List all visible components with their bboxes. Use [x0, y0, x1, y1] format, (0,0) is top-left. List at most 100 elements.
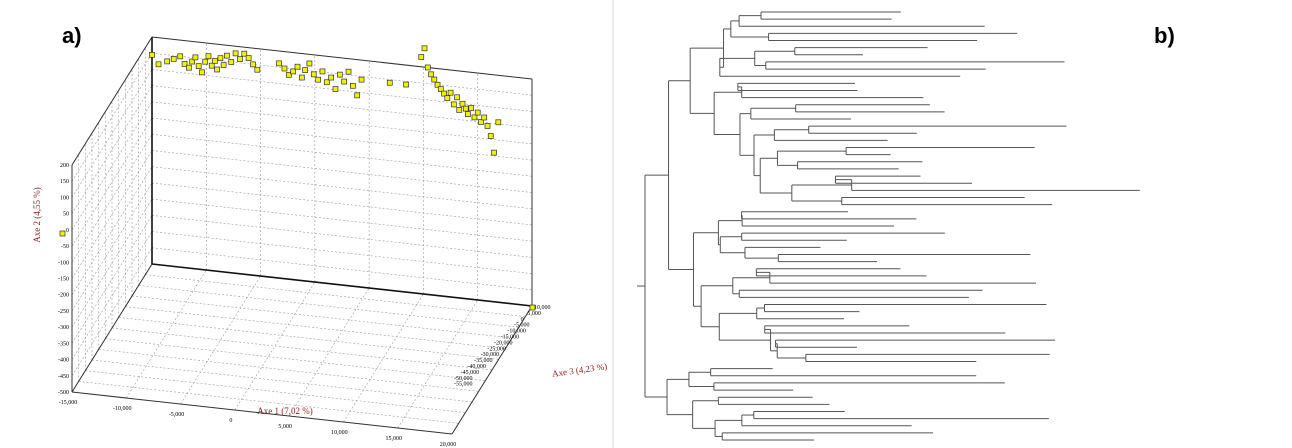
scatter-point	[495, 119, 502, 126]
scatter-point	[447, 89, 454, 96]
scatter-point	[224, 52, 230, 59]
scatter-point	[189, 58, 196, 65]
scatter-points	[59, 45, 536, 311]
x-tick-label: 0	[229, 418, 232, 424]
scatter-point	[468, 105, 475, 111]
z-tick-label: -5,000	[514, 323, 530, 329]
scatter-point	[212, 57, 218, 64]
y-tick-label: 50	[63, 212, 69, 218]
scatter-point	[306, 60, 313, 67]
scatter-point	[431, 76, 438, 83]
left-wall-gridline	[71, 101, 153, 231]
scatter-point	[181, 61, 188, 67]
scatter-point	[254, 66, 261, 73]
y-tick-label: -450	[58, 374, 69, 380]
scatter-point	[474, 109, 481, 116]
y-tick-label: -100	[58, 260, 69, 266]
z-tick-label: -15,000	[501, 335, 519, 341]
scatter-point	[434, 81, 441, 88]
scatter-point	[421, 45, 428, 52]
floor-gridline	[397, 299, 478, 429]
y-tick-label: 200	[60, 163, 69, 169]
z-tick-label: -20,000	[494, 340, 513, 346]
y-tick-label: 150	[60, 179, 69, 185]
scatter-point	[208, 62, 215, 69]
scatter-point	[332, 86, 339, 92]
y-tick-label: -150	[58, 277, 69, 283]
x-axis-title: Axe 1 (7,02 %)	[257, 406, 313, 416]
scatter-point	[345, 68, 352, 75]
scatter-point	[285, 71, 292, 78]
scatter-point	[186, 64, 192, 71]
scatter-point	[487, 133, 494, 139]
floor-gridline	[126, 269, 207, 399]
scatter-point	[444, 95, 451, 102]
scatter-tick-labels: 200 150 100 50 0 -50 -100 -150 -200 -250 -300 -350 -…	[58, 163, 551, 448]
panel-b-label: b)	[1154, 23, 1175, 48]
x-tick-label: 10,000	[331, 430, 348, 436]
floor-gridline	[234, 281, 316, 411]
x-tick-label: -5,000	[169, 412, 185, 418]
z-tick-label: -35,000	[474, 358, 493, 364]
z-tick-label: -40,000	[467, 364, 486, 370]
scatter-point	[471, 114, 478, 121]
y-tick-label: -350	[58, 341, 69, 347]
scatter-point	[290, 68, 296, 75]
scatter-point	[341, 78, 348, 85]
scatter-point	[336, 71, 343, 78]
scatter-point	[328, 74, 334, 81]
scatter-point	[403, 81, 409, 88]
y-tick-label: 0	[66, 228, 69, 234]
z-tick-label: -10,000	[507, 329, 526, 335]
scatter-point	[281, 65, 288, 72]
y-tick-label: 100	[60, 195, 69, 201]
scatter-point	[478, 119, 484, 125]
back-wall-edge	[151, 263, 533, 307]
y-tick-label: -250	[58, 309, 69, 315]
panel-b-dendrogram: b)	[637, 11, 1175, 441]
scatter-point	[319, 68, 326, 75]
z-tick-label: -25,000	[487, 346, 506, 352]
z-tick-label: 0	[521, 317, 524, 323]
scatter-point	[465, 111, 471, 117]
panel-a-label: a)	[62, 23, 82, 48]
x-tick-label: -10,000	[113, 406, 132, 412]
floor-gridline	[288, 287, 370, 417]
scatter-point	[232, 50, 239, 57]
scatter-point	[491, 149, 497, 156]
scatter-point	[202, 58, 209, 65]
scatter-point	[450, 101, 457, 108]
left-wall-gridline	[71, 69, 153, 198]
scatter-point	[245, 55, 252, 61]
scatter-point	[481, 114, 488, 121]
scatter-point	[354, 92, 361, 99]
scatter-axes-frame	[71, 36, 533, 435]
scatter-point	[310, 71, 317, 78]
z-tick-label: -55,000	[454, 382, 473, 388]
scatter-point	[241, 50, 248, 57]
scatter-point	[199, 69, 205, 76]
scatter-point	[358, 76, 365, 83]
scatter-point	[192, 54, 199, 61]
scatter-point-outlier	[59, 230, 66, 237]
scatter-point	[454, 94, 460, 101]
scatter-point	[456, 107, 463, 113]
back-wall-edge	[151, 36, 533, 80]
z-tick-label: -50,000	[454, 376, 473, 382]
floor-edge	[71, 263, 153, 393]
scatter-point	[418, 54, 425, 60]
z-tick-label: 5,000	[527, 311, 541, 317]
left-wall-gridline	[71, 53, 153, 182]
scatter-point	[350, 82, 356, 89]
scatter-point	[484, 123, 491, 129]
scatter-point	[170, 56, 177, 62]
scatter-point	[294, 63, 301, 70]
left-wall-gridline	[71, 85, 153, 214]
scatter-point	[228, 59, 235, 65]
scatter-point	[214, 66, 220, 73]
scatter-point	[298, 74, 305, 81]
z-tick-label: 10,000	[534, 305, 551, 311]
scatter-point	[164, 58, 171, 65]
y-tick-label: -300	[58, 325, 69, 331]
